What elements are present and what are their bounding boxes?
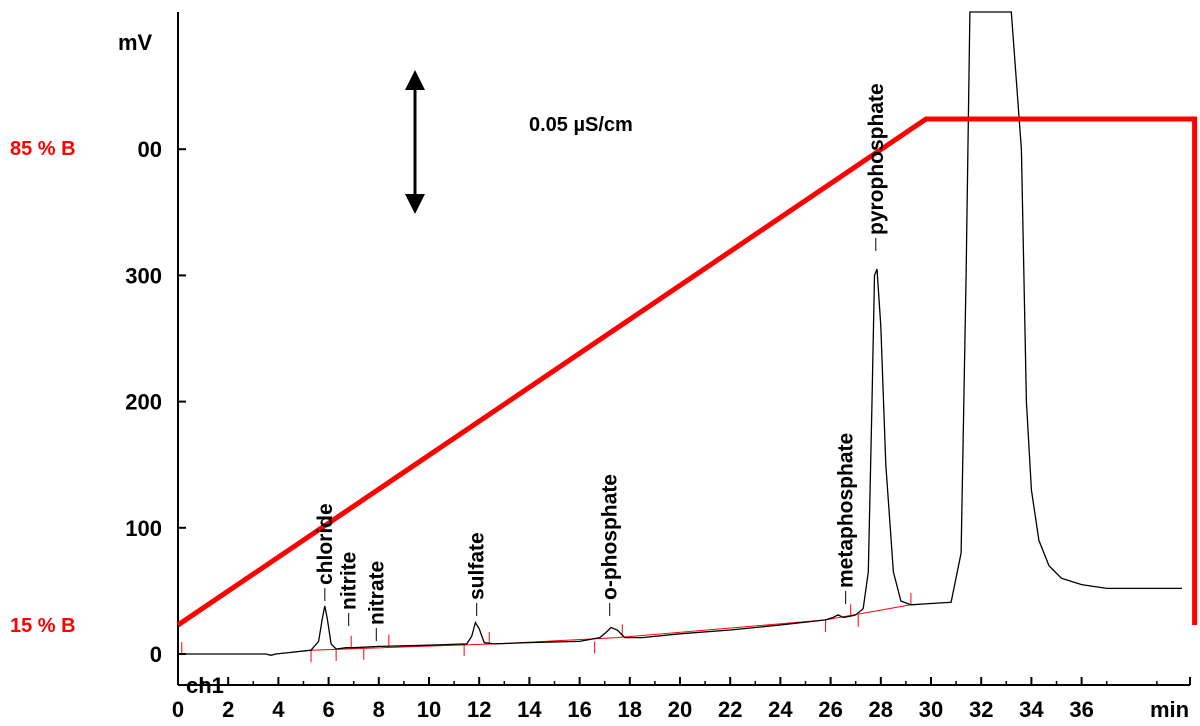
x-tick-label: 4 — [272, 697, 285, 722]
peak-label-o-phosphate: o-phosphate — [599, 474, 622, 600]
y-tick-label: 300 — [125, 263, 162, 288]
x-tick-label: 22 — [718, 697, 742, 722]
x-tick-label: 32 — [969, 697, 993, 722]
y-tick-label: 00 — [138, 137, 162, 162]
x-tick-label: 24 — [768, 697, 793, 722]
scale-bar-label: 0.05 µS/cm — [529, 114, 633, 136]
label-layer: chloride nitrite nitrate sulfate o-phosphate… — [314, 83, 888, 641]
peak-label-pyrophosphate: pyrophosphate — [865, 83, 888, 235]
x-tick-label: 14 — [517, 697, 542, 722]
x-tick-label: 2 — [222, 697, 234, 722]
y-tick-label: 0 — [150, 642, 162, 667]
gradient-label-high: 85 % B — [10, 138, 76, 160]
x-tick-label: 34 — [1019, 697, 1044, 722]
peak-label-sulfate: sulfate — [466, 532, 489, 600]
x-tick-label: 26 — [818, 697, 842, 722]
peak-label-chloride: chloride — [314, 503, 337, 585]
x-tick-label: 18 — [618, 697, 642, 722]
x-tick-label: 10 — [417, 697, 441, 722]
x-tick-label: 8 — [373, 697, 385, 722]
peak-label-nitrite: nitrite — [338, 552, 361, 610]
scale-bar-arrow — [405, 70, 425, 214]
x-tick-label: 36 — [1069, 697, 1093, 722]
x-tick-label: 0 — [172, 697, 184, 722]
y-tick-label: 200 — [125, 390, 162, 415]
x-tick-label: 28 — [869, 697, 893, 722]
gradient-layer — [176, 116, 1198, 628]
x-axis-title: min — [1150, 697, 1189, 722]
chromatogram-trace — [178, 11, 1182, 656]
gradient-label-low: 15 % B — [10, 615, 76, 637]
trace-layer — [177, 11, 1182, 656]
x-tick-label: 30 — [919, 697, 943, 722]
x-tick-label: 20 — [668, 697, 692, 722]
y-tick-label: 100 — [125, 516, 162, 541]
peak-label-nitrate: nitrate — [365, 561, 388, 625]
x-tick-label: 16 — [567, 697, 591, 722]
peak-label-metaphosphate: metaphosphate — [835, 433, 858, 588]
x-tick-label: 6 — [322, 697, 334, 722]
axes-layer: 0 2 4 6 8 10 12 14 16 18 20 22 24 26 28 30 32 34 360100200… — [125, 12, 1191, 722]
channel-label: ch1 — [186, 673, 224, 698]
y-axis-title: mV — [118, 30, 153, 55]
gradient-line — [176, 116, 1198, 628]
x-tick-label: 12 — [467, 697, 491, 722]
